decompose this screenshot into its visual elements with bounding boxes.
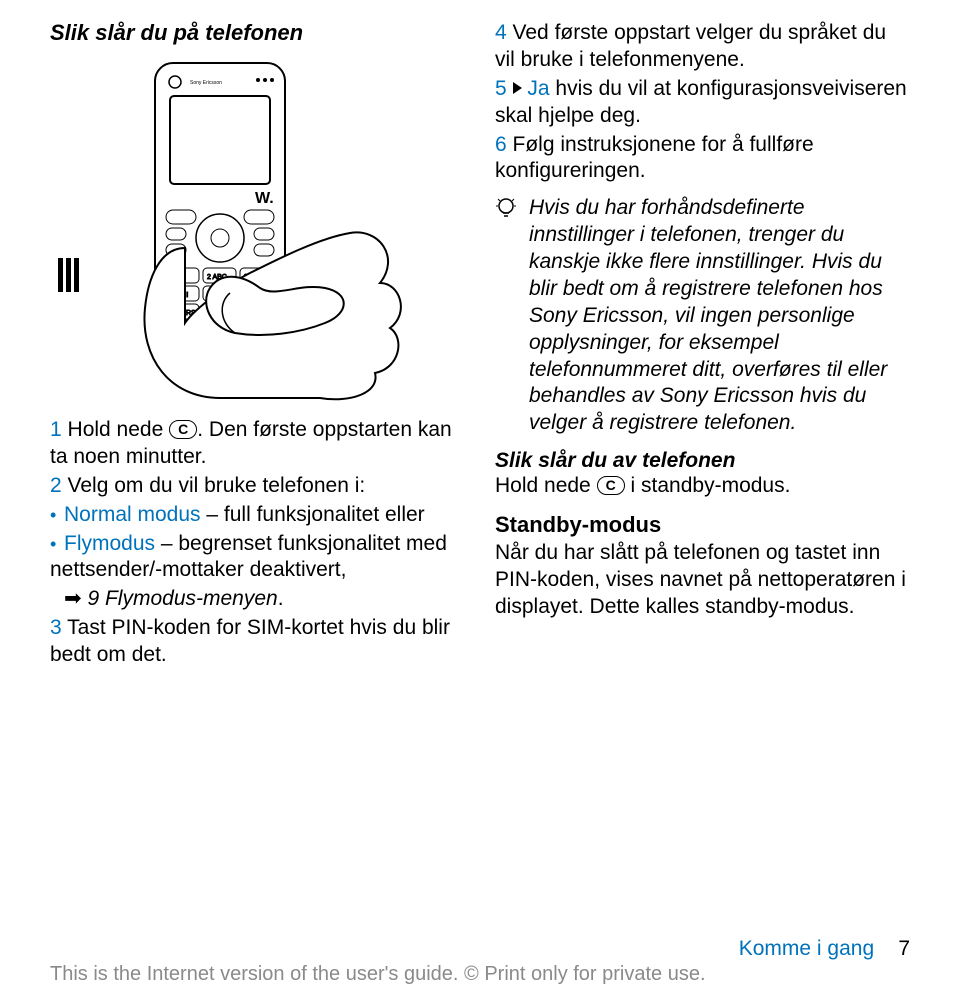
step-3: 3 Tast PIN-koden for SIM-kortet hvis du … [50,615,465,669]
turn-off-block: Slik slår du av telefonen Hold nede C i … [495,449,910,500]
step-4: 4 Ved første oppstart velger du språket … [495,20,910,74]
xref-flymodus: ➡ 9 Flymodus-menyen. [50,586,465,613]
arrow-icon: ➡ [64,587,82,610]
walkman-logo-icon: W. [255,190,274,207]
page-footer: Komme i gang 7 This is the Internet vers… [50,937,910,986]
page-number: 7 [880,937,910,961]
step-6: 6 Følg instruksjonene for å fullføre kon… [495,132,910,186]
heading-turn-on: Slik slår du på telefonen [50,20,465,46]
tip-block: Hvis du har forhåndsdefinerte innstillin… [495,195,910,437]
step-1: 1 Hold nede C. Den første oppstarten kan… [50,417,465,471]
section-name: Komme i gang [739,937,874,960]
heading-standby: Standby-modus [495,512,910,538]
c-key-icon: C [169,420,197,439]
phone-illustration: Sony Ericsson W. 1 [50,58,465,403]
lightbulb-icon [495,195,519,437]
tip-text: Hvis du har forhåndsdefinerte innstillin… [529,195,910,437]
standby-text: Når du har slått på telefonen og tastet … [495,540,910,621]
standby-block: Standby-modus Når du har slått på telefo… [495,512,910,621]
left-column: Slik slår du på telefonen Sony Ericsson … [50,20,465,671]
step-2: 2 Velg om du vil bruke telefonen i: [50,473,465,500]
bullet-normal: •Normal modus – full funksjonalitet elle… [50,502,465,529]
bullet-flymodus: •Flymodus – begrenset funksjonalitet med… [50,531,465,585]
brand-label: Sony Ericsson [190,80,222,86]
right-column: 4 Ved første oppstart velger du språket … [495,20,910,671]
phone-hand-drawing: Sony Ericsson W. 1 [100,58,420,403]
speaker-bars-icon [58,258,79,292]
play-triangle-icon [513,82,522,94]
c-key-icon: C [597,476,625,495]
heading-turn-off: Slik slår du av telefonen [495,449,910,473]
step-5: 5 Ja hvis du vil at konfigurasjonsveivis… [495,76,910,130]
footer-disclaimer: This is the Internet version of the user… [50,963,910,986]
